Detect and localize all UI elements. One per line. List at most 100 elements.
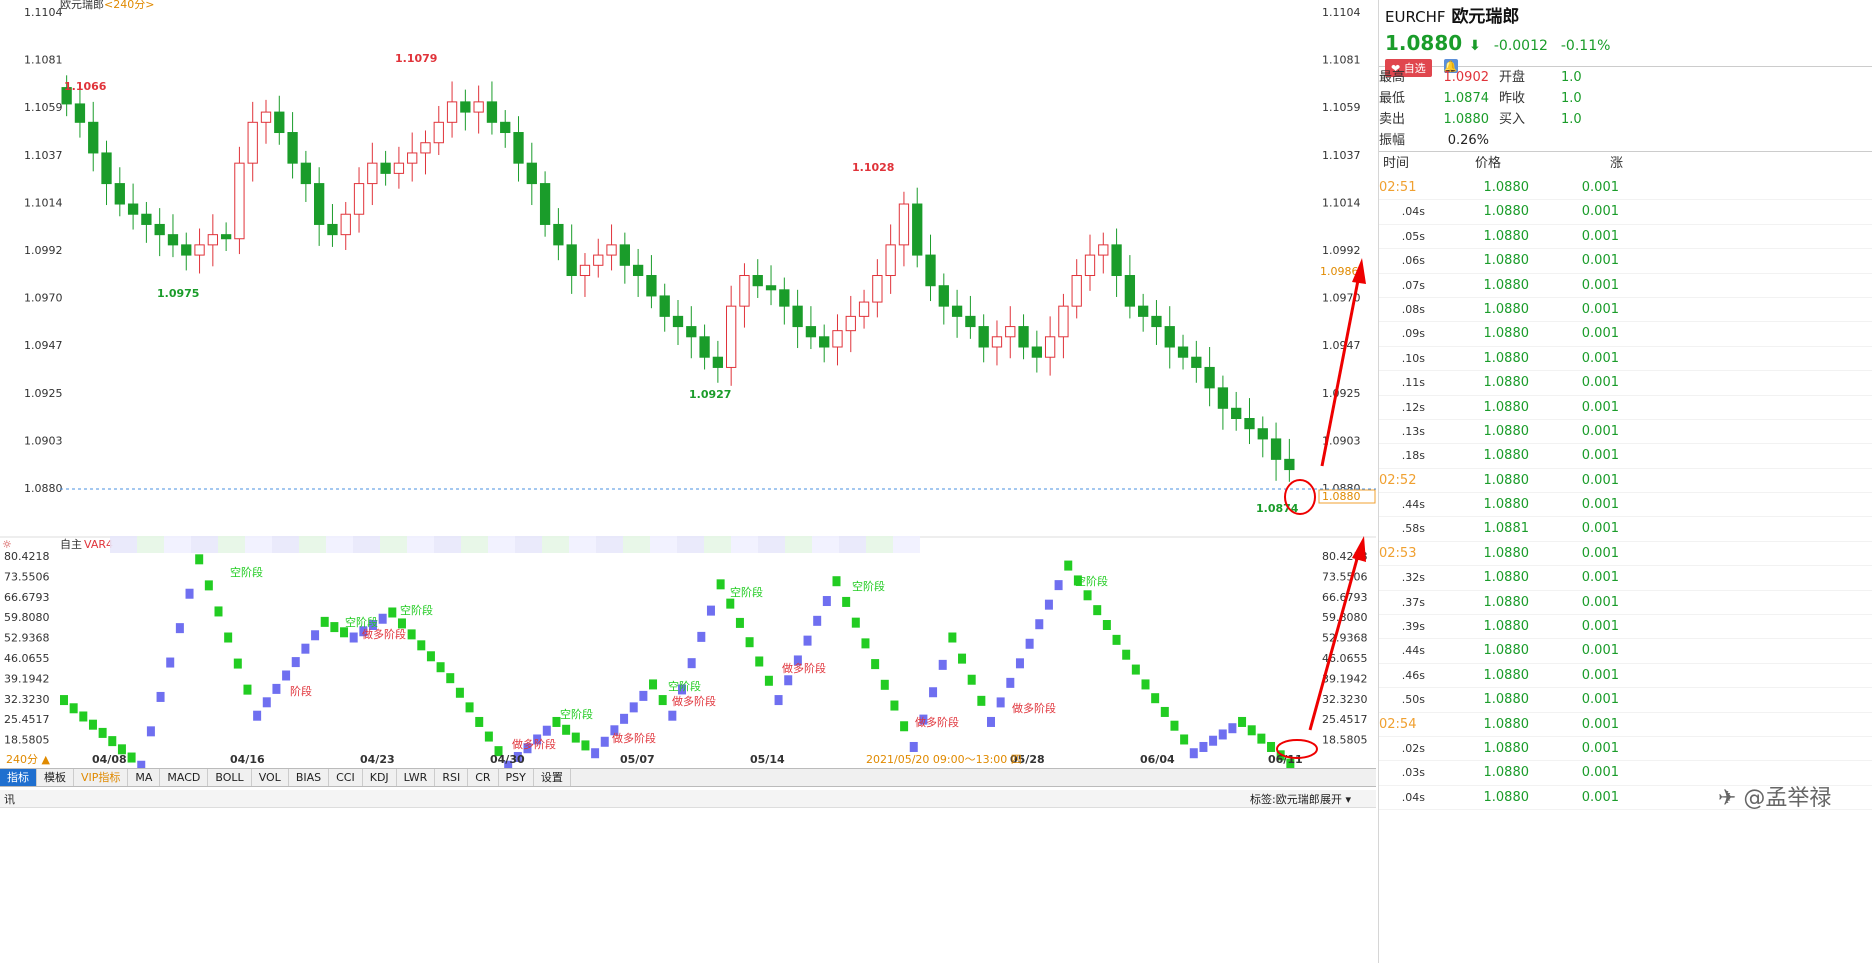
phase-label: 空阶段 [852, 579, 885, 593]
blurred-strip [407, 536, 434, 553]
news-label[interactable]: 讯 [4, 793, 15, 806]
tick-row: .44s 1.0880 0.001 [1379, 639, 1872, 664]
blurred-strip [785, 536, 812, 553]
toolbar-item[interactable]: 设置 [534, 769, 571, 786]
candle-body [460, 101, 471, 113]
tick-row: .50s 1.0880 0.001 [1379, 688, 1872, 713]
candle-body [1111, 244, 1122, 277]
expand-button[interactable]: 展开 ▾ [1320, 793, 1352, 806]
osc-bar [764, 675, 773, 686]
stat-v: 0.26% [1447, 133, 1489, 148]
tick-price: 1.0880 [1483, 765, 1530, 781]
osc-bar [938, 659, 947, 670]
tick-row: .04s 1.0880 0.001 [1379, 200, 1872, 225]
tick-row: .05s 1.0880 0.001 [1379, 225, 1872, 250]
toolbar-item[interactable]: BIAS [289, 769, 330, 786]
osc-bar [832, 576, 841, 587]
toolbar-item[interactable]: PSY [499, 769, 534, 786]
tick-row: .46s 1.0880 0.001 [1379, 664, 1872, 689]
watermark: ✈ @孟举禄 [1718, 786, 1832, 811]
phase-label: 空阶段 [560, 707, 593, 721]
osc-bar [958, 653, 967, 664]
tick-time: .58s [1401, 522, 1425, 536]
candle-body [141, 213, 152, 225]
toolbar-item[interactable]: RSI [435, 769, 469, 786]
add-favorite-button[interactable]: ❤ 自选 [1385, 59, 1432, 77]
tick-row: .02s 1.0880 0.001 [1379, 737, 1872, 762]
phase-label: 空阶段 [730, 585, 763, 599]
toolbar-item[interactable]: BOLL [208, 769, 252, 786]
phase-label: 空阶段 [668, 679, 701, 693]
osc-bar [166, 657, 175, 668]
indicator-toolbar: 指标 模板 VIP指标 MA MACD BOLL VOL BIAS CCI KDJ LWR RSI CR… [0, 768, 1376, 787]
toolbar-item[interactable]: CCI [329, 769, 363, 786]
price-tick-left: 1.0947 [24, 339, 63, 352]
toolbar-item[interactable]: KDJ [363, 769, 397, 786]
osc-bar [687, 658, 696, 669]
phase-label: 空阶段 [345, 615, 378, 629]
osc-bar [291, 657, 300, 668]
chart-area[interactable]: 欧元瑞郎 <240分> 1.1104 1.1104 1.1081 1.1081 1.1059… [0, 0, 1376, 910]
osc-bar [784, 675, 793, 686]
candle-body [845, 315, 856, 332]
toolbar-item[interactable]: VIP指标 [74, 769, 129, 786]
tick-row: .08s 1.0880 0.001 [1379, 298, 1872, 323]
candle-body [978, 326, 989, 348]
candle-body [393, 162, 405, 174]
ticks-list[interactable]: 02:51 1.0880 0.001 .04s 1.0880 0.001 .05s 1.088… [1379, 176, 1872, 811]
candle-body [832, 330, 843, 348]
period-select[interactable]: 240分 ▲ [0, 752, 58, 768]
candle-body [500, 121, 511, 134]
tick-row: .11s 1.0880 0.001 [1379, 371, 1872, 396]
candle-body [659, 295, 670, 317]
blurred-strip [461, 536, 488, 553]
stat-row: 振幅 0.26% [1379, 130, 1872, 151]
osc-bar [175, 623, 184, 634]
candle-body [1084, 254, 1096, 277]
tick-price: 1.0880 [1483, 716, 1530, 732]
candle-body [473, 101, 484, 113]
candle-body [486, 101, 498, 123]
tag-label[interactable]: 标签:欧元瑞郎 [1250, 793, 1320, 806]
osc-bar [1209, 735, 1218, 746]
stat-v: 1.0880 [1443, 112, 1490, 127]
toolbar-item[interactable]: LWR [397, 769, 436, 786]
tick-change: 0.001 [1581, 350, 1619, 366]
osc-bar [1131, 664, 1140, 675]
price-tick-left: 1.1059 [24, 101, 63, 114]
price-tick-left: 1.0992 [24, 244, 63, 257]
toolbar-item[interactable]: CR [468, 769, 499, 786]
kline-chart[interactable]: 欧元瑞郎 <240分> 1.1104 1.1104 1.1081 1.1081 1.1059… [0, 0, 1376, 770]
price-tick-left: 1.0970 [24, 292, 63, 305]
price-annotation: 1.1079 [395, 52, 437, 65]
osc-bar [1247, 725, 1256, 736]
candle-body [606, 244, 617, 256]
toolbar-item[interactable]: MACD [160, 769, 209, 786]
osc-bar [967, 674, 976, 685]
red-arrowhead [1352, 258, 1366, 284]
toolbar-item[interactable]: VOL [252, 769, 289, 786]
osc-bar [436, 662, 445, 673]
price-tick-right: 1.0992 [1322, 244, 1361, 257]
tick-price: 1.0880 [1483, 326, 1530, 342]
candle-body [632, 264, 644, 277]
tick-time: .32s [1401, 571, 1425, 585]
osc-bar [359, 626, 368, 637]
tick-change: 0.001 [1581, 765, 1619, 781]
toolbar-item[interactable]: MA [128, 769, 161, 786]
candle-body [858, 301, 870, 317]
blurred-strip [812, 536, 839, 553]
bell-icon[interactable]: 🔔 [1443, 59, 1458, 73]
tick-change: 0.001 [1581, 692, 1619, 708]
tick-row: .13s 1.0880 0.001 [1379, 420, 1872, 445]
blurred-strip [704, 536, 731, 553]
osc-bar [890, 700, 899, 711]
blurred-strip [218, 536, 245, 553]
tick-time: 02:52 [1379, 472, 1417, 488]
candle-body [181, 244, 192, 256]
toolbar-item[interactable]: 指标 [0, 769, 37, 786]
tick-time: .11s [1401, 376, 1425, 390]
osc-bar [716, 579, 725, 590]
toolbar-item[interactable]: 模板 [37, 769, 74, 786]
osc-bar [900, 721, 909, 732]
